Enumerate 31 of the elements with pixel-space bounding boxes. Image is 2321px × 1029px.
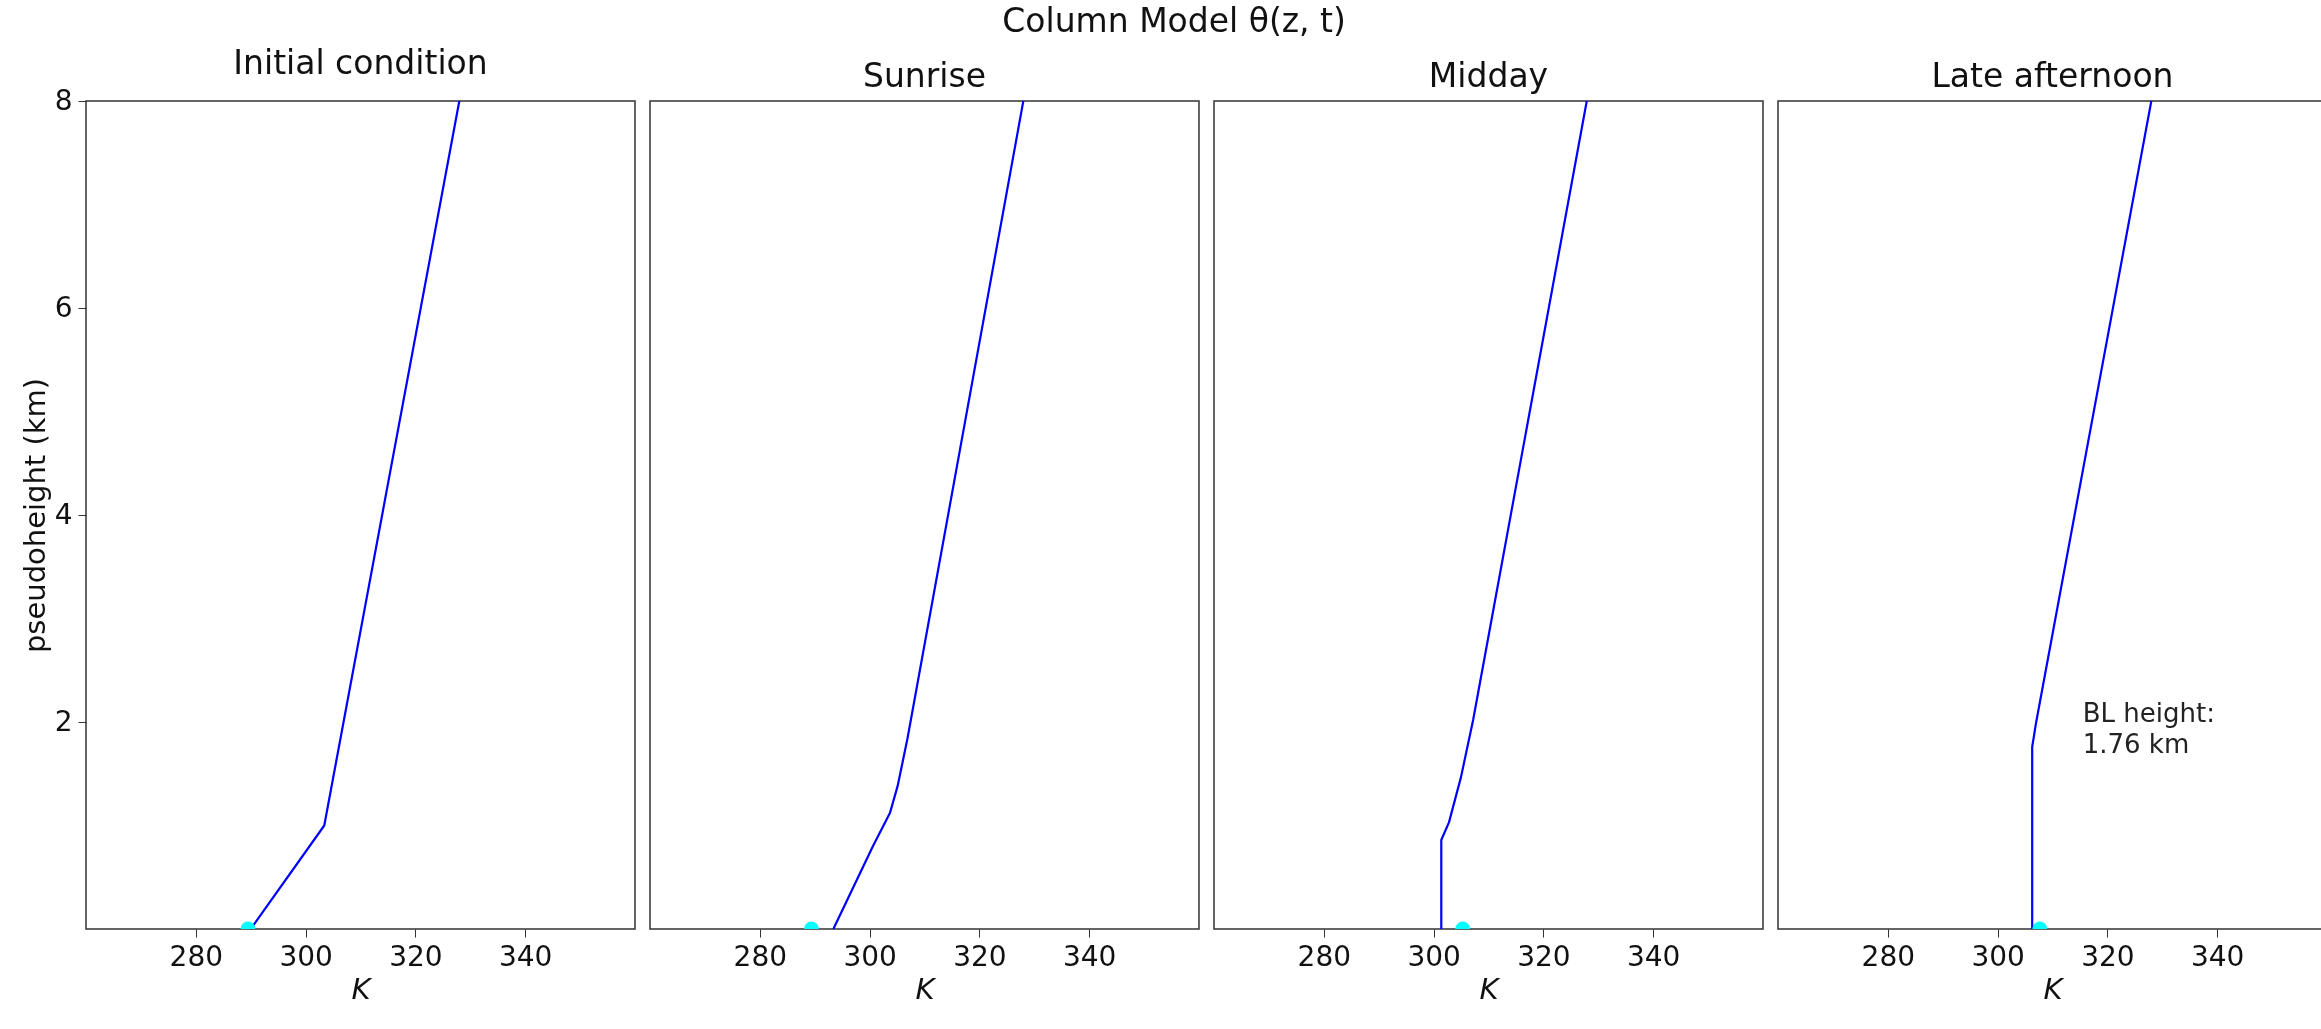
x-tick-label: 280 [1861, 939, 1916, 973]
y-axis-title: pseudoheight (km) [17, 377, 52, 654]
annotation: BL height: 1.76 km [2082, 698, 2215, 760]
y-tick-label: 2 [54, 704, 73, 738]
x-tick-label: 340 [2190, 939, 2245, 973]
x-tick-label: 320 [389, 939, 443, 973]
chart-title: Initial condition [233, 43, 488, 82]
x-tick-label: 280 [733, 939, 788, 973]
x-axis-title: K [2043, 971, 2065, 1006]
x-tick-label: 320 [1517, 939, 1571, 973]
text: Column Model θ(z, t) [1002, 1, 1346, 41]
x-axis-title: K [915, 971, 937, 1006]
y-tick-label: 4 [54, 497, 73, 531]
x-tick-label: 340 [498, 939, 553, 973]
x-tick-label: 280 [1297, 939, 1352, 973]
x-tick-label: 340 [1062, 939, 1117, 973]
y-tick-label: 8 [54, 83, 73, 117]
x-tick-label: 320 [953, 939, 1007, 973]
chart-title: Sunrise [862, 55, 987, 95]
x-axis-title: K [351, 971, 373, 1006]
chart-title: Late afternoon [1931, 55, 2174, 95]
x-axis-title: K [1479, 971, 1501, 1006]
x-tick-label: 320 [2081, 939, 2135, 973]
x-tick-label: 300 [843, 939, 897, 973]
x-tick-label: 300 [1971, 939, 2025, 973]
x-tick-label: 300 [279, 939, 333, 973]
x-tick-label: 340 [1626, 939, 1681, 973]
x-tick-label: 280 [169, 939, 224, 973]
chart-title: Midday [1428, 55, 1549, 95]
y-tick-label: 6 [54, 290, 73, 324]
x-tick-label: 300 [1407, 939, 1461, 973]
